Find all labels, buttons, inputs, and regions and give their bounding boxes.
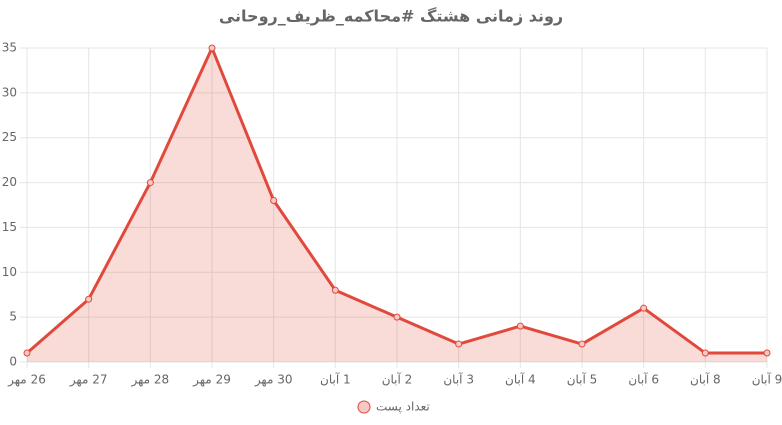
y-tick-label: 10 [2, 265, 17, 279]
point [270, 197, 278, 205]
point [578, 340, 586, 348]
y-tick-label: 30 [2, 85, 17, 99]
x-tick-label: 9 آبان [752, 372, 782, 387]
point [208, 44, 216, 52]
point [763, 349, 771, 357]
point [455, 340, 463, 348]
legend-label: تعداد پست [376, 400, 430, 414]
y-tick-label: 35 [2, 41, 17, 55]
y-tick-label: 20 [2, 175, 17, 189]
area [27, 48, 767, 362]
y-tick-label: 25 [2, 130, 17, 144]
x-tick-label: 4 آبان [505, 372, 536, 387]
point [331, 286, 339, 294]
point [23, 349, 31, 357]
point [146, 179, 154, 187]
x-tick-label: 6 آبان [628, 372, 659, 387]
x-tick-label: 2 آبان [382, 372, 413, 387]
point [85, 295, 93, 303]
x-tick-label: 3 آبان [443, 372, 474, 387]
x-tick-label: 26 مهر [7, 373, 46, 388]
chart-title: روند زمانی هشتگ #محاکمه_ظریف_روحانی [219, 7, 563, 26]
y-tick-label: 0 [9, 355, 17, 369]
x-tick-label: 8 آبان [690, 372, 721, 387]
x-tick-label: 1 آبان [320, 372, 351, 387]
y-tick-label: 5 [9, 310, 17, 324]
y-tick-label: 15 [2, 220, 17, 234]
point [701, 349, 709, 357]
x-tick-label: 28 مهر [130, 373, 169, 388]
x-tick-label: 27 مهر [69, 373, 108, 388]
x-tick-label: 29 مهر [192, 373, 231, 388]
point [516, 322, 524, 330]
legend-swatch [357, 400, 371, 414]
x-tick-label: 5 آبان [567, 372, 598, 387]
point [393, 313, 401, 321]
x-tick-label: 30 مهر [254, 373, 293, 388]
point [640, 304, 648, 312]
